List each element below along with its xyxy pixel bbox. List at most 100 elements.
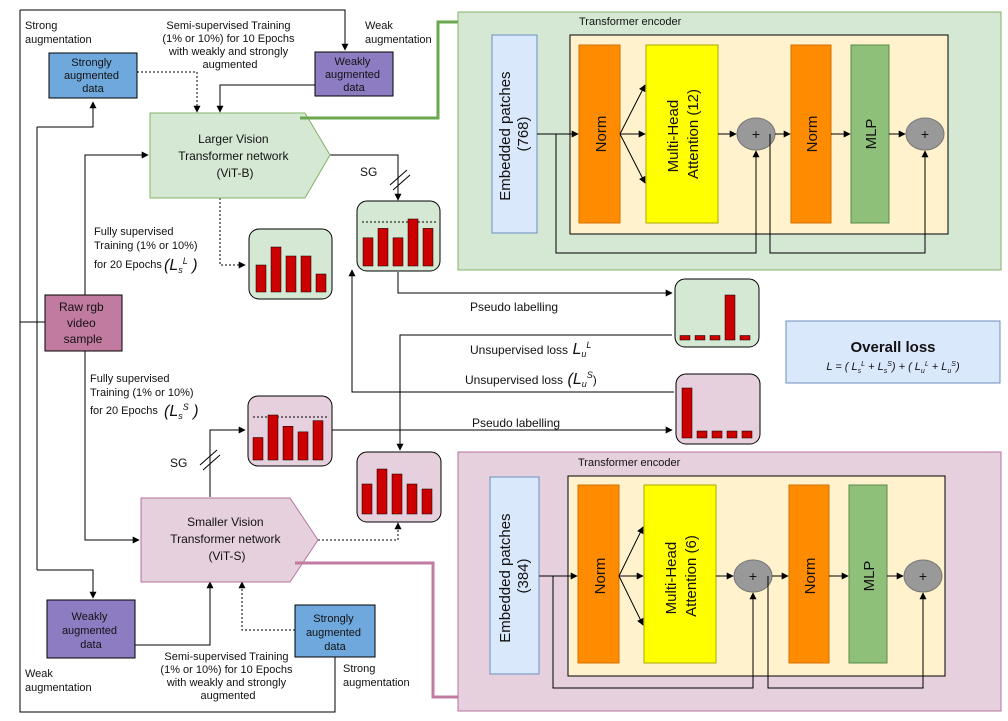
plus2-top <box>905 117 945 151</box>
semi-label-bottom: Semi-supervised Training (1% or 10%) for… <box>160 651 295 702</box>
raw-video-box <box>44 294 123 352</box>
svg-text:Norm: Norm <box>592 558 609 595</box>
loss-ls-l: (LsL ) <box>164 256 198 275</box>
plus2-bottom <box>903 559 943 593</box>
vits_aug-bar-1 <box>267 414 279 461</box>
hist-pseudo-top <box>674 278 760 348</box>
pseudo_top-bar-1 <box>694 335 706 341</box>
strongly-augmented-text-bottom: Strongly augmented data <box>306 613 364 653</box>
vits_aug-bar-4 <box>312 420 324 461</box>
norm2-bottom <box>788 484 830 664</box>
svg-text:MLP: MLP <box>861 561 878 592</box>
vitb_sg-bar-0 <box>362 237 374 267</box>
weak-aug-label-bottom: Weak augmentation <box>25 668 92 694</box>
mha-top <box>645 44 719 224</box>
pseudo_bottom-bar-3 <box>726 430 738 439</box>
vitb_sg-bar-1 <box>377 228 389 267</box>
pseudo_top-bar-3 <box>724 294 736 341</box>
pseudo_top-bar-0 <box>679 335 691 341</box>
vits_aug-bar-0 <box>252 437 264 461</box>
strong-aug-label-top: Strong augmentation <box>25 20 92 46</box>
pseudo-label-top: Pseudo labelling <box>470 300 558 314</box>
strongly-augmented-text-top: Strongly augmented data <box>64 57 122 95</box>
vitb_out-bar-4 <box>315 273 327 293</box>
vitb_sg-bar-4 <box>422 228 434 267</box>
pseudo_bottom-bar-2 <box>711 430 723 439</box>
svg-text:Norm: Norm <box>804 116 821 153</box>
svg-text:+: + <box>752 126 760 142</box>
pseudo-label-bottom: Pseudo labelling <box>472 416 560 430</box>
norm1-top <box>578 44 621 224</box>
pseudo_bottom-bar-1 <box>696 430 708 439</box>
weakly-augmented-box-bottom <box>46 599 136 659</box>
pseudo_top-bar-2 <box>709 335 721 341</box>
encoder-top: Transformer encoder Embedded patches (76… <box>457 11 1002 271</box>
svg-text:Norm: Norm <box>593 116 610 153</box>
weakly-augmented-box-top <box>314 51 394 97</box>
vit-b-label: Larger Vision Transformer network (ViT-B… <box>178 132 292 180</box>
semi-label-top: Semi-supervised Training (1% or 10%) for… <box>162 20 297 71</box>
svg-text:Embedded patches (384): Embedded patches (384) <box>497 509 532 642</box>
pseudo_bottom-bar-4 <box>741 430 753 439</box>
norm1-bottom <box>577 484 620 664</box>
vit-b-shape <box>149 112 331 199</box>
svg-text:+: + <box>921 126 929 142</box>
vits_aug-bar-3 <box>297 431 309 461</box>
mlp-bottom <box>848 484 888 664</box>
sg-label-top: SG <box>360 165 377 179</box>
hist-vits-aug <box>247 395 333 467</box>
unsup-loss-s: Unsupervised loss (LuS) <box>465 370 597 389</box>
unsup-loss-l: Unsupervised loss LuL <box>470 340 591 359</box>
vits_out-bar-0 <box>361 483 373 515</box>
vitb_out-bar-3 <box>300 255 312 293</box>
hist-vitb-sg <box>356 200 441 272</box>
embed-patches-top <box>491 34 538 234</box>
strong-aug-label-bottom: Strong augmentation <box>343 663 410 689</box>
mlp-top <box>850 44 890 224</box>
overall-loss-formula: L = ( LsL + LsS) + ( LuL + LuS) <box>826 361 960 375</box>
strongly-augmented-box-bottom <box>294 604 376 658</box>
hist-pseudo-bottom <box>675 373 761 445</box>
svg-text:+: + <box>919 568 927 584</box>
vits_out-bar-2 <box>391 473 403 515</box>
vits_aug-bar-2 <box>282 426 294 461</box>
mha-bottom <box>643 484 717 664</box>
pseudo_bottom-bar-0 <box>681 387 693 439</box>
encoder-bottom: Transformer encoder Embedded patches (38… <box>457 451 1002 712</box>
pseudo_top-bar-4 <box>739 335 751 341</box>
vit-s-shape <box>140 497 319 583</box>
hist-vits-out <box>356 451 442 523</box>
svg-text:MLP: MLP <box>863 119 880 150</box>
fully-supervised-bottom: Fully supervised Training (1% or 10%) fo… <box>90 373 197 417</box>
encoder-bottom-title: Transformer encoder <box>578 457 681 469</box>
encoder-top-title: Transformer encoder <box>579 16 682 28</box>
svg-text:Norm: Norm <box>802 558 819 595</box>
vitb_out-bar-2 <box>285 255 297 293</box>
link-vitb-encoder <box>300 20 458 120</box>
overall-loss-box <box>785 320 1001 384</box>
link-vits-encoder <box>295 561 458 699</box>
weakly-augmented-text-bottom: Weakly augmented data <box>62 611 120 651</box>
vitb_sg-bar-3 <box>407 218 419 267</box>
strongly-augmented-box-top <box>48 52 138 99</box>
sg-markers <box>199 169 411 471</box>
vitb_out-bar-0 <box>255 264 267 293</box>
svg-text:Multi-Head Attention (6): Multi-Head Attention (6) <box>663 535 700 617</box>
svg-text:Multi-Head Attention (12: Multi-Head Attention (12) <box>665 89 702 179</box>
dotted-links <box>137 71 402 631</box>
weak-aug-label-top: Weak augmentation <box>365 20 432 46</box>
vits_out-bar-3 <box>406 483 418 515</box>
vit-s-label: Smaller Vision Transformer network (ViT-… <box>170 515 284 563</box>
norm2-top <box>790 44 832 224</box>
vits_out-bar-1 <box>376 468 388 515</box>
vits_out-bar-4 <box>421 488 433 515</box>
vitb_out-bar-1 <box>270 246 282 293</box>
left-skeleton <box>19 9 674 713</box>
overall-loss-title: Overall loss <box>850 339 935 356</box>
hist-vitb-out <box>248 228 333 300</box>
sg-label-bottom: SG <box>170 456 187 470</box>
svg-text:+: + <box>749 568 757 584</box>
raw-video-text: Raw rgb video sample <box>59 300 107 346</box>
vitb_sg-bar-2 <box>392 237 404 267</box>
